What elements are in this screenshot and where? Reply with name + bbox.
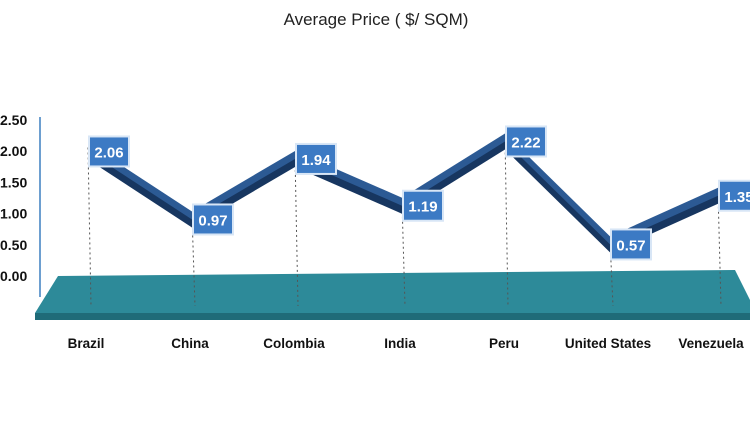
data-label-box [610, 228, 652, 261]
drop-line [504, 137, 509, 307]
y-tick-label: 1.00 [0, 206, 27, 222]
chart-floor-edge [35, 313, 750, 320]
data-label: 2.22 [505, 125, 547, 158]
data-label-box [192, 203, 234, 236]
data-label-box [402, 189, 444, 222]
x-category-label: India [384, 336, 416, 351]
x-category-label: Colombia [263, 336, 325, 351]
data-label: 1.35 [718, 179, 750, 212]
x-category-label: Peru [489, 336, 519, 351]
line-segment [505, 133, 610, 245]
x-category-label: Venezuela [678, 336, 744, 351]
data-label: 0.97 [192, 203, 234, 236]
data-label-text: 0.57 [616, 237, 645, 254]
data-label-box [505, 125, 547, 158]
data-label-text: 1.19 [408, 199, 437, 216]
y-tick-label: 0.00 [0, 268, 27, 284]
data-label-text: 1.35 [724, 189, 750, 206]
y-tick-label: 2.50 [0, 112, 27, 128]
data-label-text: 0.97 [198, 212, 227, 229]
data-label: 1.19 [402, 189, 444, 222]
data-label-box [718, 179, 750, 212]
x-category-label: China [171, 336, 209, 351]
drop-line [401, 201, 406, 307]
data-label: 1.94 [295, 142, 337, 175]
data-label-text: 2.22 [511, 134, 540, 151]
y-tick-label: 2.00 [0, 143, 27, 159]
data-label-box [295, 142, 337, 175]
data-label-text: 1.94 [301, 152, 331, 169]
line-segment [402, 133, 505, 206]
drop-line [717, 191, 722, 307]
drop-line [87, 147, 92, 307]
y-tick-label: 0.50 [0, 237, 27, 253]
line-segment [192, 150, 295, 220]
chart-title: Average Price ( $/ SQM) [284, 10, 469, 29]
x-category-label: United States [565, 336, 651, 351]
data-label-box [88, 135, 130, 168]
data-label: 0.57 [610, 228, 652, 261]
drop-line [294, 154, 299, 307]
data-label-text: 2.06 [94, 144, 123, 161]
y-tick-label: 1.50 [0, 174, 27, 190]
x-category-label: Brazil [68, 336, 105, 351]
chart-floor [35, 270, 750, 313]
data-label: 2.06 [88, 135, 130, 168]
